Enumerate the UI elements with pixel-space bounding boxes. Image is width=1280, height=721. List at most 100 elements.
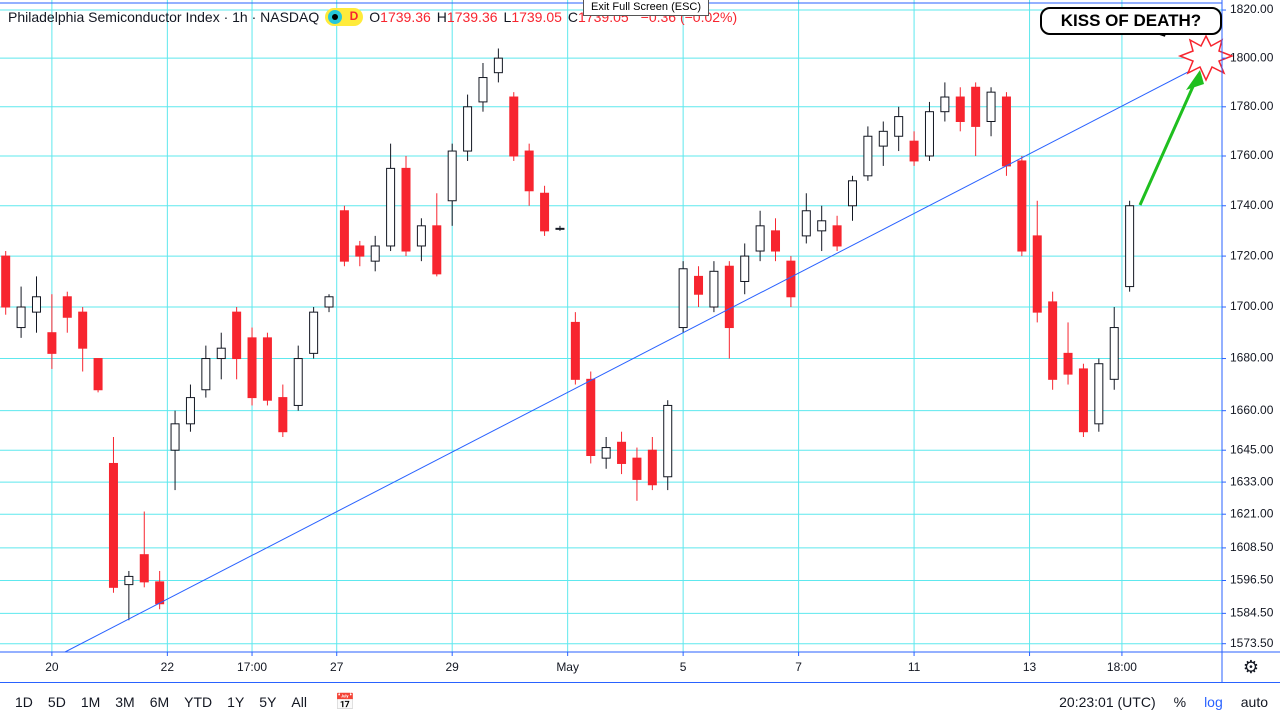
y-tick-label: 1633.00 [1230, 474, 1274, 488]
ranges: 1D 5D 1M 3M 6M YTD 1Y 5Y All [0, 694, 307, 710]
candle-body [401, 167, 411, 252]
y-tick-label: 1660.00 [1230, 403, 1274, 417]
range-button[interactable]: 5Y [259, 694, 277, 710]
candle-body [755, 225, 765, 252]
candle-body [262, 337, 272, 401]
log-toggle[interactable]: log [1204, 694, 1223, 710]
exit-fullscreen[interactable]: Exit Full Screen (ESC) [583, 0, 709, 16]
candle-body [355, 245, 365, 257]
x-tick-label: 27 [330, 660, 344, 674]
range-button[interactable]: YTD [184, 694, 213, 710]
candle-body [1001, 96, 1011, 167]
candle-body [955, 96, 965, 122]
candle-body [47, 332, 57, 354]
candle-body [663, 404, 673, 478]
candle-body [924, 111, 934, 157]
candle-body [478, 77, 488, 103]
x-tick-label: 11 [908, 660, 921, 674]
candle-body [894, 116, 904, 137]
y-tick-label: 1680.00 [1230, 351, 1274, 365]
y-tick-label: 1720.00 [1230, 248, 1274, 262]
y-tick-label: 1608.50 [1230, 540, 1274, 554]
range-button[interactable]: 1Y [227, 694, 245, 710]
candle-body [847, 180, 857, 207]
plot-area [0, 0, 1222, 652]
candle-body [370, 245, 380, 262]
candle-body [278, 397, 288, 433]
range-button[interactable]: 6M [149, 694, 170, 710]
compare-icon[interactable]: 📅 [334, 694, 355, 711]
candle-body [1048, 301, 1058, 380]
candle-body [694, 275, 704, 295]
candle-body [724, 265, 734, 329]
candle-body [339, 210, 349, 262]
range-button[interactable]: All [291, 694, 307, 710]
symbol-title: Philadelphia Semiconductor Index · 1h · … [8, 9, 320, 25]
status-badge: D [325, 8, 364, 26]
candle-body [601, 447, 611, 459]
candle-body [1032, 235, 1042, 313]
candle-body [909, 140, 919, 162]
x-tick-label: 7 [795, 660, 802, 674]
candle-body [463, 106, 473, 152]
range-button[interactable]: 1M [80, 694, 101, 710]
candle-body [216, 347, 226, 360]
candle-body [740, 255, 750, 282]
candle-body [771, 230, 781, 252]
y-tick-label: 1573.50 [1230, 636, 1274, 650]
x-tick-label: 17:00 [237, 660, 267, 674]
percent-toggle[interactable]: % [1173, 694, 1187, 710]
candle-body [801, 210, 811, 237]
candle-body [971, 86, 981, 127]
candle-body [678, 268, 688, 329]
chart: 1820.00 1800.00 1780.00 1760.00 1740.00 1720.… [0, 0, 1280, 682]
y-tick-label: 1645.00 [1230, 442, 1274, 456]
candle-body [709, 270, 719, 308]
x-tick-label: 18:00 [1107, 660, 1137, 674]
y-tick-label: 1820.00 [1230, 2, 1274, 16]
star [1177, 34, 1235, 82]
candle-body [986, 91, 996, 122]
arrow [1138, 81, 1197, 206]
candle-body [1063, 352, 1073, 375]
ohlc: O1739.36 H1739.36 L1739.05 C1739.05 [369, 9, 634, 25]
trendline [64, 56, 1218, 653]
candle-body [432, 225, 442, 275]
range-button[interactable]: 1D [15, 694, 33, 710]
candle-body [386, 167, 396, 247]
badge-label: D [349, 9, 359, 23]
ohlc-value: 1739.36 [446, 9, 498, 25]
ohlc-key: L [503, 9, 512, 25]
y-tick-label: 1760.00 [1230, 148, 1274, 162]
y-tick-label: 1584.50 [1230, 606, 1274, 620]
candle-body [247, 337, 257, 399]
annotation: KISS OF DEATH? [1040, 7, 1222, 35]
y-tick-label: 1780.00 [1230, 99, 1274, 113]
range-button[interactable]: 5D [47, 694, 66, 710]
candle-body [31, 296, 41, 313]
x-tick-label: 29 [446, 660, 460, 674]
y-tick-label: 1800.00 [1230, 50, 1274, 64]
candle-body [62, 296, 72, 318]
x-tick-label: 5 [680, 660, 687, 674]
candle-body [447, 150, 457, 202]
candle-body [93, 358, 103, 391]
candle-body [878, 130, 888, 147]
settings-icon[interactable]: ⚙ [1243, 657, 1259, 677]
y-tick-label: 1740.00 [1230, 198, 1274, 212]
candle-body [416, 225, 426, 247]
candle-body [632, 457, 642, 480]
candle-body [232, 311, 242, 360]
y-tick-label: 1596.50 [1230, 573, 1274, 587]
candle-body [1125, 205, 1135, 288]
ohlc-value: 1739.36 [380, 9, 431, 25]
candle-body [509, 96, 519, 157]
auto-toggle[interactable]: auto [1240, 694, 1268, 710]
candle-body [540, 192, 550, 232]
candle-body [493, 57, 503, 74]
candle-body [1078, 368, 1088, 433]
ohlc-key: O [369, 9, 381, 25]
range-button[interactable]: 3M [115, 694, 135, 710]
y-tick-label: 1700.00 [1230, 299, 1274, 313]
x-tick-label: 22 [161, 660, 175, 674]
